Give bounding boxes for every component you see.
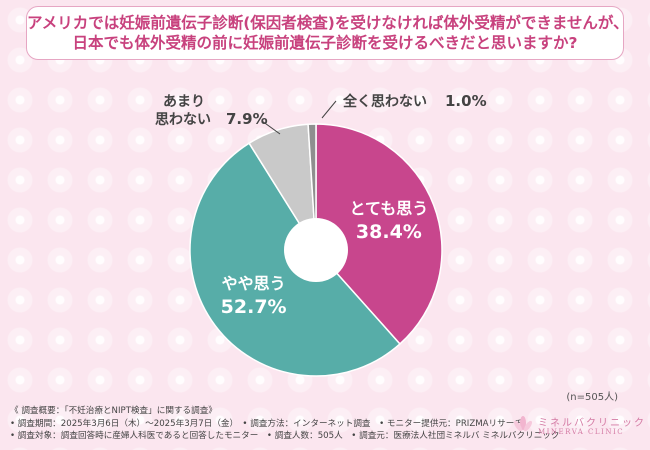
slice-value-amari: 7.9% [226, 110, 268, 128]
donut-hole [284, 218, 348, 282]
clinic-logo: ミネルバクリニック MINERVA CLINIC [512, 412, 644, 442]
chart-title-line2: 日本でも体外受精の前に妊娠前遺伝子診断を受けるべきだと思いますか? [72, 34, 578, 52]
donut-labels: とても思う 38.4% やや思う 52.7% [221, 199, 429, 318]
slice-label-amari-line1: あまり [163, 94, 205, 110]
slice-value-totemo: 38.4% [356, 221, 422, 243]
chart-title-line1: アメリカでは妊娠前遺伝子診断(保因者検査)を受けなければ体外受精ができませんが、 [27, 14, 629, 32]
slice-totemo [315, 123, 443, 346]
survey-footer: 《 調査概要：「不妊治療とNIPT検査」に関する調査》 • 調査期間：2025年… [10, 405, 560, 443]
clinic-name-en: MINERVA CLINIC [538, 428, 625, 436]
footer-line3: • 調査対象：調査回答時に産婦人科医であると回答したモニター • 調査人数：50… [10, 431, 560, 441]
slice-label-mattaku: 全く思わない [342, 93, 427, 110]
leader-line-mattaku [321, 100, 337, 119]
footer-line1: 《 調査概要：「不妊治療とNIPT検査」に関する調査》 [10, 406, 217, 416]
slice-value-mattaku: 1.0% [445, 92, 487, 110]
slice-label-totemo: とても思う [350, 199, 429, 218]
footer-line2: • 調査期間：2025年3月6日（木）～2025年3月7日（金） • 調査方法：… [10, 418, 523, 429]
clinic-name: ミネルバクリニック [538, 418, 646, 429]
slice-value-yaya: 52.7% [221, 296, 287, 318]
donut-chart: とても思う 38.4% やや思う 52.7% あまり 思わない 7.9% 全く思わない… [155, 92, 487, 377]
leader-line-amari [261, 120, 281, 135]
sample-size: (n=505人) [566, 392, 618, 403]
chart-title: アメリカでは妊娠前遺伝子診断(保因者検査)を受けなければ体外受精ができませんが、… [26, 6, 629, 60]
slice-label-amari-line2: 思わない [155, 112, 211, 128]
slice-label-yaya: やや思う [222, 274, 286, 293]
lotus-icon [513, 416, 533, 432]
